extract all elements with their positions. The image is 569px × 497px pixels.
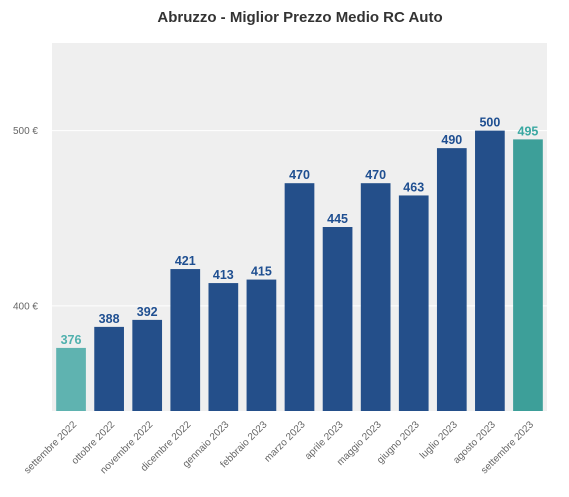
x-tick-label: marzo 2023 <box>262 419 307 464</box>
chart-title: Abruzzo - Miglior Prezzo Medio RC Auto <box>157 9 442 26</box>
bar <box>170 269 201 411</box>
bar <box>475 130 505 411</box>
data-label: 445 <box>327 212 348 226</box>
data-label: 463 <box>403 180 424 194</box>
data-label: 500 <box>479 116 500 130</box>
data-label: 421 <box>175 254 196 268</box>
y-axis: 400 € 500 € <box>13 126 38 312</box>
bar <box>436 148 467 411</box>
data-label: 470 <box>365 168 386 182</box>
bar <box>94 326 124 411</box>
bar <box>398 195 429 411</box>
bar <box>322 227 353 411</box>
data-label: 415 <box>251 265 272 279</box>
bar <box>208 283 239 411</box>
y-tick-label: 400 € <box>13 301 38 312</box>
data-label: 413 <box>213 268 234 282</box>
bar <box>513 139 543 411</box>
bar <box>360 183 391 411</box>
bar <box>56 347 86 411</box>
bar <box>284 183 315 411</box>
data-label: 388 <box>99 312 120 326</box>
data-label: 392 <box>137 305 158 319</box>
data-label: 470 <box>289 168 310 182</box>
data-label: 495 <box>518 124 539 138</box>
bars <box>56 130 543 411</box>
x-tick-label: settembre 2022 <box>22 419 79 476</box>
y-tick-label: 500 € <box>13 126 38 137</box>
data-labels: 376 388 392 421 413 415 470 445 470 463 490 500 495 <box>61 116 539 347</box>
bar <box>132 319 163 411</box>
bar <box>246 279 277 411</box>
data-label: 490 <box>441 133 462 147</box>
data-label: 376 <box>61 333 82 347</box>
